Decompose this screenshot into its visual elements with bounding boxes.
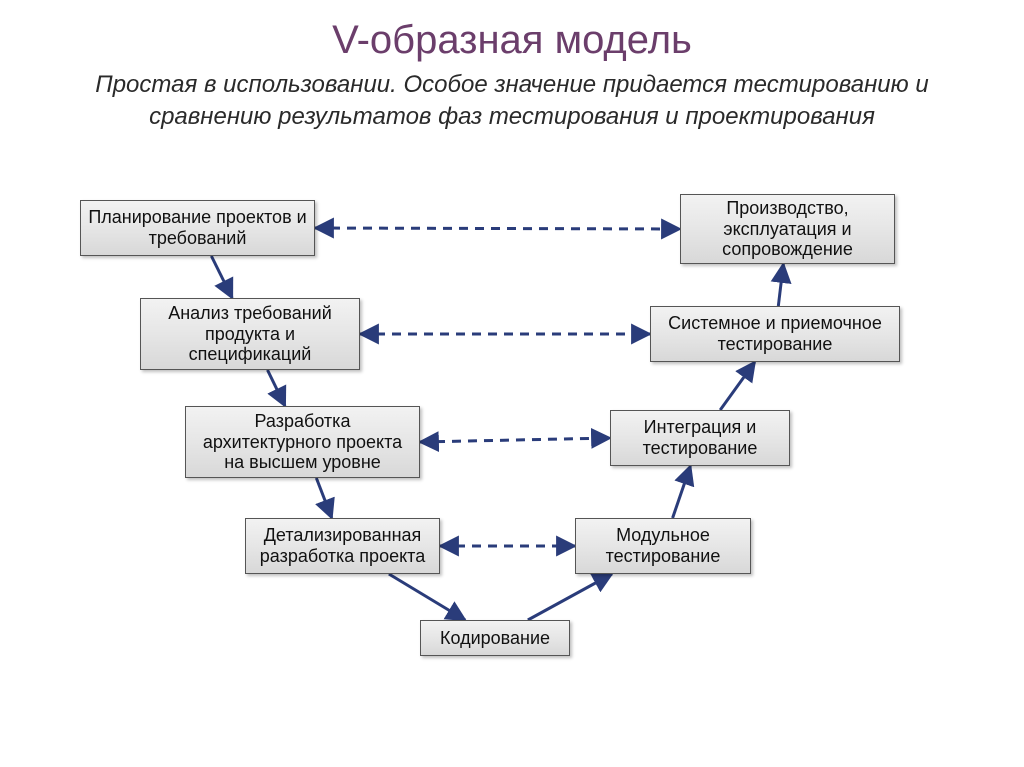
node-l4: Детализированная разработка проекта: [245, 518, 440, 574]
node-r2: Системное и приемочное тестирование: [650, 306, 900, 362]
node-l1: Планирование проектов и требований: [80, 200, 315, 256]
diagram-connectors: [0, 190, 1024, 750]
node-b: Кодирование: [420, 620, 570, 656]
node-l3: Разработка архитектурного проекта на выс…: [185, 406, 420, 478]
v-model-diagram: Планирование проектов и требований Анализ…: [0, 190, 1024, 750]
node-l2: Анализ требований продукта и спецификаци…: [140, 298, 360, 370]
node-r1: Производство, эксплуатация и сопровожден…: [680, 194, 895, 264]
page-subtitle: Простая в использовании. Особое значение…: [0, 63, 1024, 134]
dashed-connector: [420, 438, 610, 442]
dashed-connector: [315, 228, 680, 229]
node-r3: Интеграция и тестирование: [610, 410, 790, 466]
page-title: V-образная модель: [0, 0, 1024, 63]
solid-connector: [778, 264, 783, 306]
solid-connector: [673, 466, 691, 518]
solid-connector: [211, 256, 232, 298]
solid-connector: [720, 362, 755, 410]
solid-connector: [316, 478, 331, 518]
solid-connector: [528, 574, 612, 620]
solid-connector: [268, 370, 286, 406]
node-r4: Модульное тестирование: [575, 518, 751, 574]
solid-connector: [389, 574, 465, 620]
